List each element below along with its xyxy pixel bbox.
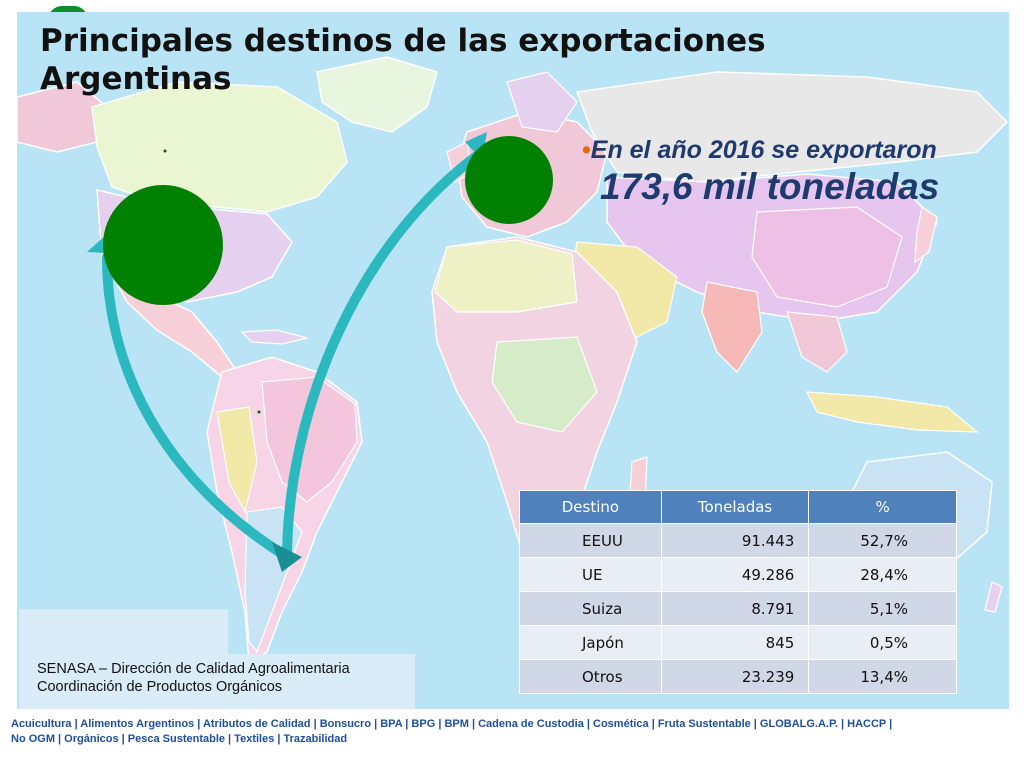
bubble-eeuu (103, 185, 223, 305)
source-line-2: Coordinación de Productos Orgánicos (37, 679, 283, 695)
cell-toneladas: 8.791 (660, 591, 810, 626)
table-row: Otros 23.239 13,4% (519, 659, 957, 694)
land-china (751, 206, 903, 308)
cell-toneladas: 23.239 (660, 659, 810, 694)
land-russia (575, 71, 1009, 183)
land-new-zealand (984, 581, 1003, 613)
marker-dot (257, 410, 261, 414)
table-row: Japón 845 0,5% (519, 625, 957, 660)
land-north-africa (434, 239, 578, 313)
header-toneladas: Toneladas (660, 490, 810, 524)
table-header-row: Destino Toneladas % (519, 490, 957, 524)
land-brazil (261, 376, 358, 503)
cell-destino: UE (519, 557, 662, 592)
source-credit: SENASA – Dirección de Calidad Agroalimen… (19, 654, 415, 709)
land-greenland (316, 56, 438, 133)
table-row: UE 49.286 28,4% (519, 557, 957, 592)
marker-dot (163, 149, 167, 153)
footer-line-1: Acuicultura | Alimentos Argentinos | Atr… (11, 718, 893, 730)
export-total-amount: 173,6 mil toneladas (600, 166, 940, 207)
land-andes (216, 406, 258, 514)
bubble-ue (465, 136, 553, 224)
cell-toneladas: 91.443 (660, 523, 810, 558)
table-row: EEUU 91.443 52,7% (519, 523, 957, 558)
land-se-asia (786, 311, 848, 373)
arrow-tail (272, 542, 302, 572)
cell-toneladas: 845 (660, 625, 810, 660)
export-summary-text: En el año 2016 se exportaron (590, 136, 937, 164)
cell-destino: Otros (519, 659, 662, 694)
destination-bubbles (103, 136, 553, 305)
cell-percent: 52,7% (808, 523, 957, 558)
source-line-1: SENASA – Dirección de Calidad Agroalimen… (37, 661, 350, 677)
header-destino: Destino (519, 490, 662, 524)
cell-toneladas: 49.286 (660, 557, 810, 592)
footer-links: Acuicultura | Alimentos Argentinos | Atr… (11, 717, 1011, 747)
cell-percent: 28,4% (808, 557, 957, 592)
bullet-marker: • (582, 136, 591, 164)
page-title: Principales destinos de las exportacione… (40, 23, 766, 97)
land-canada (91, 81, 348, 213)
cell-destino: Japón (519, 625, 662, 660)
export-summary-line: •En el año 2016 se exportaron (582, 136, 937, 165)
cell-destino: Suiza (519, 591, 662, 626)
arrow-to-usa (102, 252, 292, 562)
land-india (701, 281, 763, 373)
footer-line-2: No OGM | Orgánicos | Pesca Sustentable |… (11, 733, 348, 745)
land-central-africa (491, 336, 598, 433)
land-scandinavia (506, 71, 578, 133)
table-row: Suiza 8.791 5,1% (519, 591, 957, 626)
export-destinations-table: Destino Toneladas % EEUU 91.443 52,7% UE… (519, 490, 957, 694)
world-map-svg (17, 56, 1009, 664)
land-japan (914, 206, 938, 264)
cell-destino: EEUU (519, 523, 662, 558)
cell-percent: 0,5% (808, 625, 957, 660)
header-percent: % (808, 490, 957, 524)
land-caribbean (240, 329, 308, 345)
land-indonesia (805, 391, 979, 433)
cell-percent: 5,1% (808, 591, 957, 626)
arrow-to-europe (282, 147, 487, 565)
cell-percent: 13,4% (808, 659, 957, 694)
